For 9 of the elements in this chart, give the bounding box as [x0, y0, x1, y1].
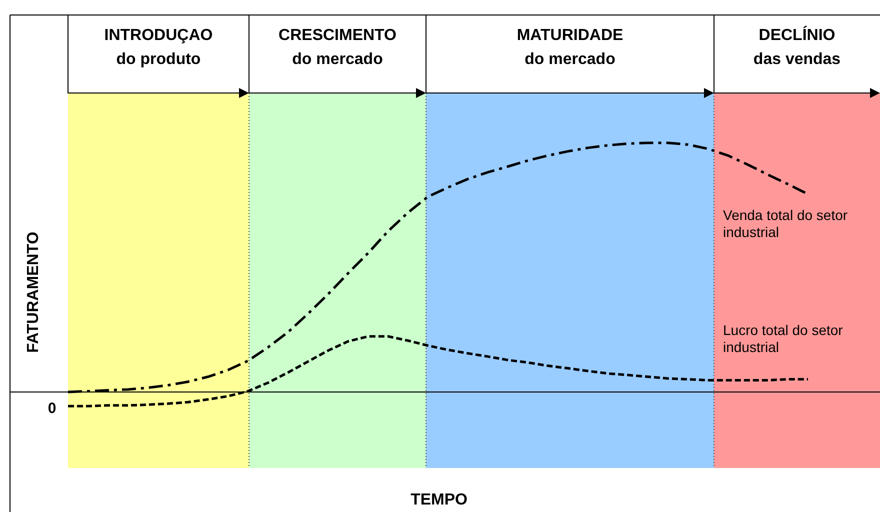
y-axis-title: FATURAMENTO	[25, 232, 42, 353]
text: TEMPO	[410, 491, 468, 508]
text: MATURIDADE do mercado	[516, 26, 624, 70]
text: Venda total do setor industrial	[723, 207, 848, 240]
text: INTRODUÇAO do produto	[103, 26, 214, 70]
text: CRESCIMENTO do mercado	[278, 26, 398, 70]
text: 0	[48, 400, 56, 418]
text: DECLÍNIO das vendas	[752, 24, 842, 70]
series-label: Lucro total do setor industrial	[723, 322, 844, 356]
